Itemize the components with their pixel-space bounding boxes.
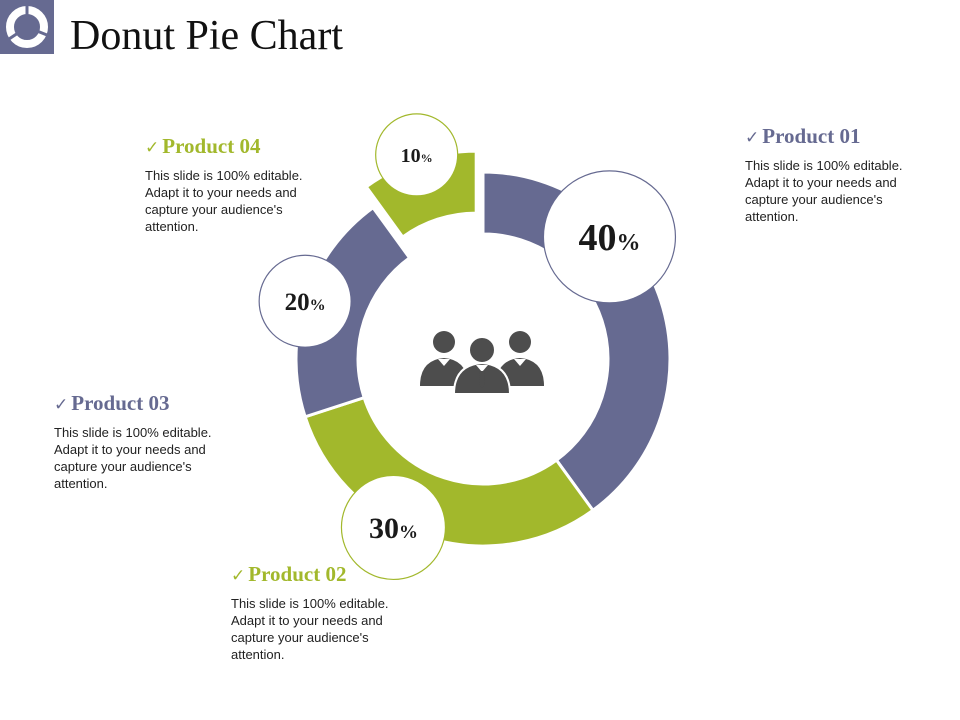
check-icon: ✓ xyxy=(745,128,760,148)
label-bubble-3 xyxy=(258,254,352,348)
callout-product-03-title: ✓ Product 03 xyxy=(54,391,229,416)
data-label-product-01: 40% xyxy=(578,217,640,259)
callout-product-01-title: ✓ Product 01 xyxy=(745,124,920,149)
label-bubble-2 xyxy=(340,474,447,581)
callout-product-04-label: Product 04 xyxy=(162,134,261,158)
callout-product-01: ✓ Product 01 This slide is 100% editable.… xyxy=(745,124,920,225)
callout-product-04-body: This slide is 100% editable. Adapt it to… xyxy=(145,168,303,234)
callout-product-04-title: ✓ Product 04 xyxy=(145,134,320,159)
callout-product-02-title: ✓ Product 02 xyxy=(231,562,406,587)
page-title: Donut Pie Chart xyxy=(70,13,343,59)
callout-product-01-body: This slide is 100% editable. Adapt it to… xyxy=(745,158,903,224)
data-label-product-03: 20% xyxy=(285,289,326,316)
callout-product-02-body: This slide is 100% editable. Adapt it to… xyxy=(231,596,389,662)
callout-product-03-body: This slide is 100% editable. Adapt it to… xyxy=(54,425,212,491)
callout-product-01-label: Product 01 xyxy=(762,124,861,148)
callout-product-02: ✓ Product 02 This slide is 100% editable.… xyxy=(231,562,406,663)
business-team-icon xyxy=(420,331,544,395)
check-icon: ✓ xyxy=(231,566,246,586)
callout-product-02-label: Product 02 xyxy=(248,562,347,586)
donut-chart-icon xyxy=(6,5,48,48)
check-icon: ✓ xyxy=(145,138,160,158)
label-bubble-4 xyxy=(375,113,459,197)
label-bubble-1 xyxy=(542,170,677,304)
data-label-product-02: 30% xyxy=(369,512,418,545)
check-icon: ✓ xyxy=(54,395,69,415)
data-labels: 40% 30% 20% 10% xyxy=(258,113,677,581)
logo-box xyxy=(0,0,54,54)
data-label-product-04: 10% xyxy=(401,145,433,167)
callout-product-03: ✓ Product 03 This slide is 100% editable.… xyxy=(54,391,229,492)
callout-product-03-label: Product 03 xyxy=(71,391,170,415)
callout-product-04: ✓ Product 04 This slide is 100% editable.… xyxy=(145,134,320,235)
